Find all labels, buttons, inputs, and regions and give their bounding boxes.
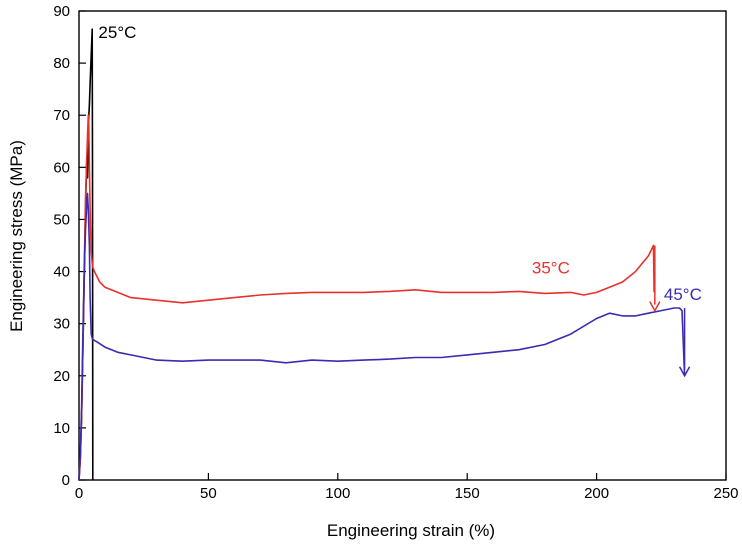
y-tick-label: 50 — [53, 211, 70, 228]
plot-frame — [78, 10, 727, 481]
series-annotation-0: 25°C — [98, 23, 136, 42]
x-tick-label: 200 — [584, 485, 609, 502]
series-annotation-2: 45°C — [664, 285, 702, 304]
series-annotations: 25°C 35°C 45°C — [98, 23, 701, 304]
y-axis-ticks: 0 10 20 30 40 50 60 70 80 90 — [53, 3, 86, 489]
x-tick-label: 100 — [325, 485, 350, 502]
y-tick-label: 70 — [53, 107, 70, 124]
y-tick-label: 60 — [53, 159, 70, 176]
drop-arrow-head-1 — [678, 366, 691, 378]
x-tick-label: 50 — [200, 485, 217, 502]
series-annotation-1: 35°C — [532, 259, 570, 278]
x-tick-label: 0 — [75, 485, 83, 502]
drop-arrows — [649, 245, 691, 378]
x-tick-label: 150 — [455, 485, 480, 502]
y-tick-label: 20 — [53, 368, 70, 385]
x-axis-ticks: 0 50 100 150 200 250 — [75, 473, 739, 502]
y-tick-label: 40 — [53, 264, 70, 281]
series-line-1 — [78, 114, 655, 481]
x-axis-label: Engineering strain (%) — [327, 521, 495, 540]
y-tick-label: 0 — [62, 472, 70, 489]
y-tick-label: 30 — [53, 316, 70, 333]
y-tick-label: 10 — [53, 420, 70, 437]
plot-area-border — [78, 10, 727, 481]
y-tick-label: 80 — [53, 55, 70, 72]
series-line-2 — [78, 192, 686, 481]
drop-arrow-head-0 — [649, 301, 661, 313]
x-tick-label: 250 — [713, 485, 738, 502]
y-axis-label: Engineering stress (MPa) — [7, 140, 26, 332]
y-tick-label: 90 — [53, 3, 70, 20]
series-lines — [78, 28, 686, 481]
